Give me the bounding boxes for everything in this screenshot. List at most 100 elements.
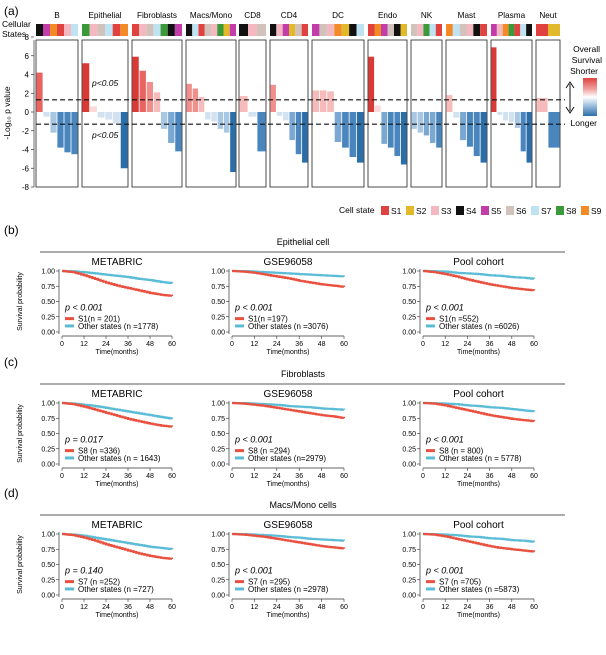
km-y-tick-label: 0.00 — [211, 330, 225, 337]
state-swatch — [319, 24, 327, 36]
bar — [548, 112, 560, 148]
group-box — [535, 39, 561, 188]
km-p-value: p < 0.001 — [425, 566, 464, 576]
bar — [168, 112, 175, 143]
km-x-tick-label: 24 — [273, 604, 281, 611]
state-swatch — [57, 24, 64, 36]
km-x-tick-label: 0 — [230, 604, 234, 611]
bar — [146, 82, 154, 112]
km-x-tick-label: 60 — [340, 604, 348, 611]
km-x-axis-label: Time(months) — [457, 612, 500, 619]
bar — [223, 112, 230, 133]
km-x-tick-label: 12 — [251, 604, 259, 611]
bar — [132, 56, 139, 112]
group-label: CD4 — [281, 11, 298, 20]
group-box — [490, 39, 533, 188]
bar — [466, 112, 473, 147]
km-x-axis-label: Time(months) — [96, 612, 139, 619]
cell-group-endo: Endo — [367, 11, 408, 188]
km-x-tick-label: 0 — [421, 473, 425, 480]
km-p-value: p = 0.140 — [64, 566, 103, 576]
bar — [514, 112, 520, 128]
km-y-tick-label: 0.00 — [402, 330, 416, 337]
bar — [217, 112, 224, 129]
state-swatch — [394, 24, 401, 36]
state-swatch — [248, 24, 257, 36]
legend-label: S3 — [441, 206, 452, 216]
bar — [64, 112, 71, 153]
km-x-tick-label: 36 — [124, 473, 132, 480]
state-swatch — [43, 24, 50, 36]
km-y-tick-label: 0.25 — [41, 446, 55, 453]
group-box — [81, 39, 129, 188]
bar — [289, 112, 295, 141]
km-x-tick-label: 36 — [295, 604, 303, 611]
cell-group-b: B — [35, 11, 79, 188]
state-swatch — [276, 24, 283, 36]
bar — [473, 112, 480, 157]
group-box — [311, 39, 365, 188]
bar — [356, 112, 364, 163]
state-swatch — [229, 24, 236, 36]
km-x-tick-label: 0 — [421, 341, 425, 348]
legend-swatch — [531, 206, 539, 215]
km-p-value: p < 0.001 — [425, 435, 464, 445]
km-y-tick-label: 0.75 — [402, 416, 416, 423]
bar — [90, 106, 97, 112]
km-legend-other: Other states (n =5873) — [439, 585, 520, 594]
state-swatch — [356, 24, 364, 36]
bar — [374, 105, 381, 112]
group-label: Mast — [458, 11, 476, 20]
cell-group-cd4: CD4 — [269, 11, 309, 188]
km-curve-other — [423, 401, 536, 413]
km-plot-pool-cohort: Pool cohort 0.00 0.25 0.50 0.75 1.00 0 12 24 36 48… — [402, 389, 538, 488]
state-swatch — [374, 24, 381, 36]
bar — [139, 70, 146, 112]
km-y-tick-label: 0.50 — [41, 299, 55, 306]
state-swatch — [82, 24, 90, 36]
bar — [381, 112, 388, 144]
km-x-tick-label: 60 — [168, 473, 176, 480]
bar — [230, 112, 236, 172]
bar — [160, 112, 168, 129]
km-x-tick-label: 48 — [508, 604, 516, 611]
state-swatch — [508, 24, 515, 36]
km-p-value: p < 0.001 — [234, 435, 273, 445]
legend-label: S9 — [591, 206, 602, 216]
km-legend-other: Other states (n =1778) — [78, 322, 159, 331]
km-x-tick-label: 48 — [146, 473, 154, 480]
state-swatch — [334, 24, 342, 36]
section-title: Epithelial cell — [277, 237, 330, 247]
bar — [520, 112, 526, 152]
cell-group-cd8: CD8 — [238, 11, 267, 188]
state-swatch — [167, 24, 175, 36]
bar — [36, 72, 43, 112]
state-swatch — [368, 24, 375, 36]
bar — [497, 112, 503, 115]
km-plot-pool-cohort: Pool cohort 0.00 0.25 0.50 0.75 1.00 0 12 24 36 48… — [402, 520, 538, 619]
group-label: Macs/Mono — [190, 11, 233, 20]
state-swatch — [548, 24, 560, 36]
km-y-tick-label: 0.50 — [211, 431, 225, 438]
state-swatch — [295, 24, 302, 36]
bar — [319, 90, 327, 112]
state-swatch — [491, 24, 497, 36]
km-curve-state — [423, 532, 536, 553]
km-x-axis-label: Time(months) — [96, 481, 139, 488]
legend-swatch — [556, 206, 564, 215]
state-swatch — [466, 24, 474, 36]
km-plot-title: Pool cohort — [453, 520, 504, 531]
group-label: Neut — [539, 11, 557, 20]
bar — [153, 92, 161, 112]
state-swatch — [186, 24, 193, 36]
km-y-tick-label: 0.25 — [402, 446, 416, 453]
cell-group-mast: Mast — [445, 11, 488, 188]
state-swatch — [387, 24, 394, 36]
km-x-tick-label: 12 — [441, 604, 449, 611]
km-y-tick-label: 0.75 — [211, 416, 225, 423]
state-swatch — [480, 24, 487, 36]
state-swatch — [289, 24, 296, 36]
group-box — [131, 39, 183, 188]
km-y-tick-label: 1.00 — [41, 269, 55, 276]
bar — [368, 56, 375, 112]
